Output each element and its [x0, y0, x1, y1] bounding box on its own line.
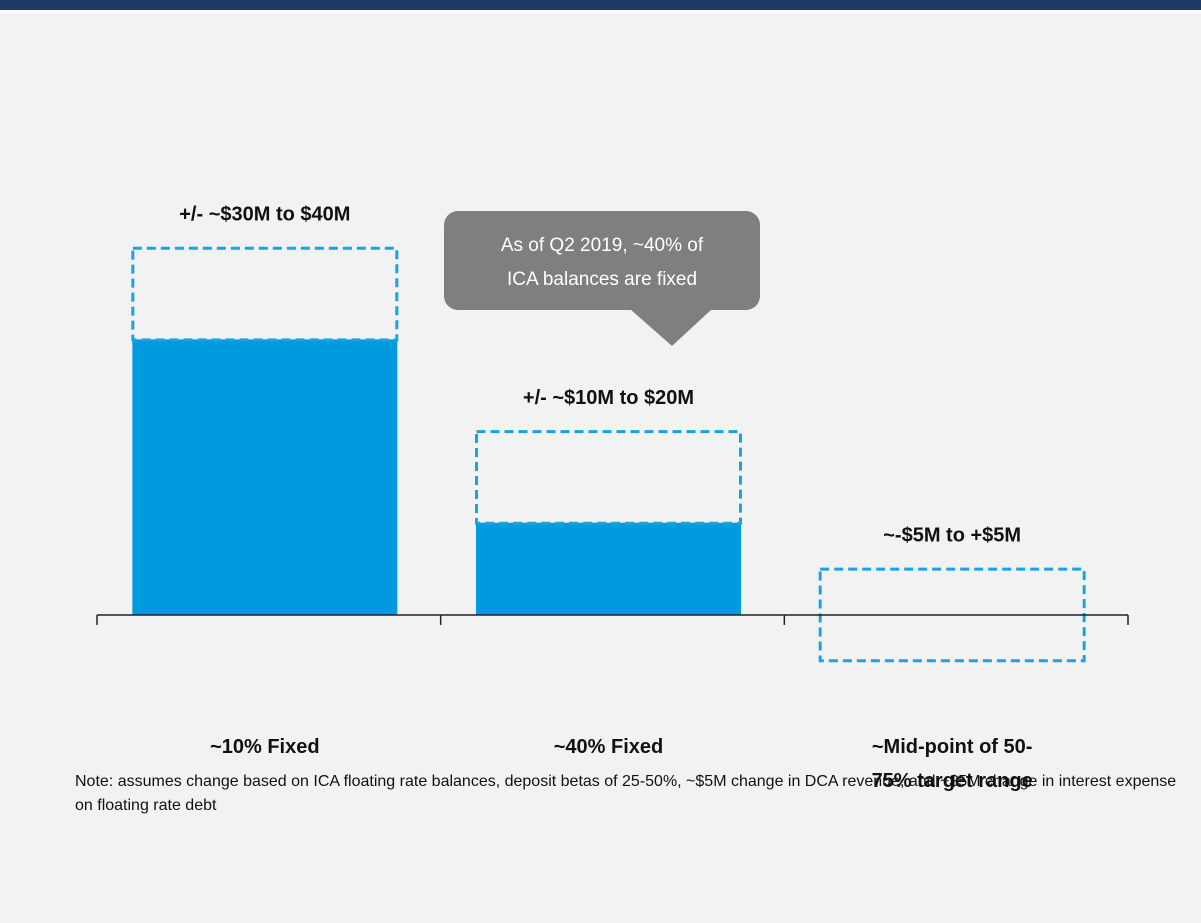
callout-box [444, 211, 760, 310]
category-label: ~Mid-point of 50-75% target range [871, 736, 1033, 792]
header-bar [0, 0, 1201, 10]
header-rule [0, 10, 1201, 13]
footnote: Note: assumes change based on ICA floati… [75, 773, 1177, 814]
value-label: ~-$5M to +$5M [883, 524, 1021, 546]
callout-pointer [630, 309, 712, 346]
range-box [475, 430, 742, 525]
category-label: ~40% Fixed [553, 736, 664, 758]
category-label: ~10% Fixed [210, 736, 320, 758]
bar [476, 522, 741, 616]
range-box [131, 246, 399, 342]
value-label: +/- ~$10M to $20M [523, 387, 694, 409]
callout-text: ICA balances are fixed [507, 269, 697, 290]
callout-text: As of Q2 2019, ~40% of [501, 235, 704, 256]
bar [132, 339, 398, 616]
value-label: +/- ~$30M to $40M [179, 203, 350, 225]
